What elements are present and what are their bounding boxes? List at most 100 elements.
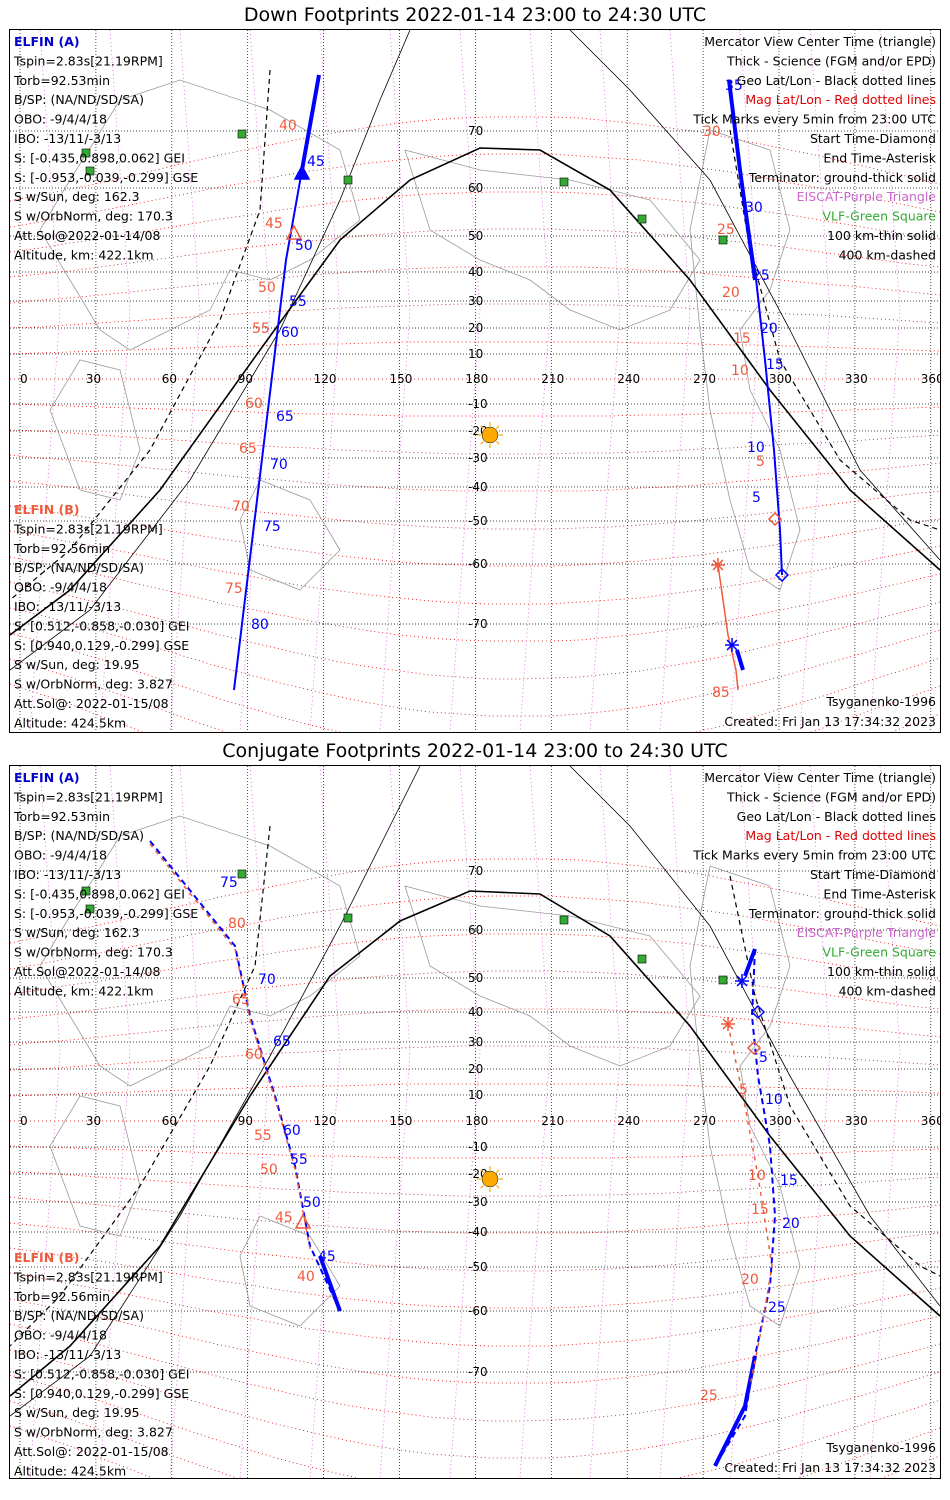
lon-tick-label: 120 — [314, 1114, 337, 1128]
lat-tick-label: -60 — [468, 1304, 488, 1318]
elfin-a-info-line: Att.Sol@2022-01-14/08 — [14, 964, 160, 979]
mag-lat-line — [10, 1349, 940, 1459]
elfin-b-track — [717, 564, 739, 691]
lon-tick-label: 300 — [769, 1114, 792, 1128]
mag-lat-line — [10, 228, 940, 278]
lat-tick-label: -30 — [468, 1195, 488, 1209]
elfin-a-label: ELFIN (A) — [14, 34, 80, 49]
terminator-400km — [729, 875, 940, 1277]
elfin-a-time-label: 70 — [270, 457, 288, 473]
elfin-b-time-label: 15 — [733, 331, 751, 347]
elfin-a-info-line: B/SP: (NA/ND/SD/SA) — [14, 828, 144, 843]
elfin-b-label: ELFIN (B) — [14, 1250, 79, 1265]
elfin-a-info-line: S w/Sun, deg: 162.3 — [14, 925, 140, 940]
elfin-a-time-label: 80 — [251, 617, 269, 633]
legend-line: Terminator: ground-thick solid — [748, 906, 936, 921]
lat-tick-label: 70 — [468, 124, 483, 138]
coastline — [689, 129, 801, 591]
sun-ray — [480, 1184, 485, 1189]
legend-line: VLF-Green Square — [822, 945, 936, 960]
elfin-b-info-line: Tspin=2.83s[21.19RPM] — [13, 1269, 163, 1284]
elfin-a-time-label: 45 — [318, 1249, 336, 1265]
elfin-a-time-label: 55 — [290, 1152, 308, 1168]
elfin-b-info-line: OBO: -9/4/4/18 — [14, 580, 107, 595]
elfin-a-info-line: IBO: -13/11/-3/13 — [14, 867, 121, 882]
start-time-diamond — [767, 511, 783, 527]
elfin-a-time-label: 50 — [295, 238, 313, 254]
mag-lon-line — [659, 30, 691, 732]
sun-ray — [480, 425, 485, 430]
elfin-b-time-label: 65 — [232, 992, 250, 1008]
elfin-b-time-label: 25 — [717, 222, 735, 238]
terminator-ground — [10, 890, 940, 1397]
elfin-a-time-label: 75 — [263, 519, 281, 535]
lat-tick-label: -40 — [468, 1225, 488, 1239]
legend-line: Thick - Science (FGM and/or EPD) — [726, 789, 936, 804]
lon-tick-label: 30 — [86, 372, 101, 386]
model-label: Tsyganenko-1996 — [825, 694, 936, 709]
lon-tick-label: 30 — [86, 1114, 101, 1128]
vlf-station-marker — [343, 175, 353, 185]
lon-tick-label: 0 — [20, 1114, 28, 1128]
vlf-station-marker — [637, 954, 647, 964]
elfin-b-time-label: 5 — [739, 1082, 748, 1098]
legend-line: Geo Lat/Lon - Black dotted lines — [737, 73, 936, 88]
legend-line: 100 km-thin solid — [827, 228, 936, 243]
lat-tick-label: 70 — [468, 864, 483, 878]
lat-tick-label: 40 — [468, 1005, 483, 1019]
mag-lat-line — [10, 970, 940, 1020]
elfin-a-time-label: 5 — [752, 490, 761, 506]
vlf-station-marker — [85, 904, 95, 914]
elfin-b-time-label: 40 — [279, 118, 297, 134]
elfin-a-science-segment — [713, 1355, 757, 1467]
mag-lat-line — [10, 607, 940, 717]
legend-line: 400 km-dashed — [839, 983, 936, 998]
lat-tick-label: -30 — [468, 451, 488, 465]
elfin-a-time-label: 15 — [780, 1173, 798, 1189]
legend-line: Geo Lat/Lon - Black dotted lines — [737, 809, 936, 824]
elfin-b-time-label: 80 — [228, 916, 246, 932]
elfin-a-info-line: Att.Sol@2022-01-14/08 — [14, 228, 160, 243]
sun-ray — [495, 425, 500, 430]
down-footprints-map: 0306090120150180210240270300330360706050… — [9, 29, 941, 733]
lat-tick-label: 20 — [468, 1062, 483, 1076]
elfin-a-time-label: 50 — [303, 1195, 321, 1211]
start-time-diamond — [750, 1004, 766, 1020]
lat-tick-label: -40 — [468, 480, 488, 494]
legend-line: Thick - Science (FGM and/or EPD) — [726, 53, 936, 68]
elfin-b-time-label: 20 — [722, 285, 740, 301]
mag-lon-line — [939, 726, 940, 732]
lon-tick-label: 180 — [465, 372, 488, 386]
mag-lon-line — [589, 766, 621, 1478]
elfin-a-time-label: 55 — [289, 294, 307, 310]
sun-ray — [495, 1184, 500, 1189]
elfin-b-info-line: Tspin=2.83s[21.19RPM] — [13, 521, 163, 536]
elfin-a-time-label: 25 — [752, 268, 770, 284]
elfin-a-info-line: Torb=92.53min — [13, 809, 110, 824]
lon-tick-label: 90 — [238, 1114, 253, 1128]
elfin-a-info-line: S w/Sun, deg: 162.3 — [14, 189, 140, 204]
elfin-a-info-line: Tspin=2.83s[21.19RPM] — [13, 789, 163, 804]
vlf-station-marker — [85, 166, 95, 176]
lat-tick-label: -60 — [468, 557, 488, 571]
mag-lon-line — [729, 766, 761, 1478]
elfin-a-time-label: 35 — [725, 78, 743, 94]
start-time-diamond — [774, 567, 790, 583]
lat-tick-label: -70 — [468, 617, 488, 631]
elfin-a-science-segment — [727, 79, 757, 281]
elfin-a-info-line: S w/OrbNorm, deg: 170.3 — [14, 945, 173, 960]
lat-tick-label: 30 — [468, 294, 483, 308]
coastline — [239, 1215, 341, 1327]
elfin-a-time-label: 65 — [273, 1034, 291, 1050]
end-time-asterisk — [736, 975, 748, 987]
elfin-a-time-label: 25 — [768, 1300, 786, 1316]
coastline — [689, 865, 801, 1327]
legend-line: Mag Lat/Lon - Red dotted lines — [745, 828, 936, 843]
sun-ray — [480, 1169, 485, 1174]
elfin-a-time-label: 75 — [220, 875, 238, 891]
vlf-station-marker — [81, 148, 91, 158]
lon-tick-label: 330 — [845, 372, 868, 386]
elfin-a-label: ELFIN (A) — [14, 770, 80, 785]
legend-line: 400 km-dashed — [839, 247, 936, 262]
coastline — [39, 79, 361, 351]
